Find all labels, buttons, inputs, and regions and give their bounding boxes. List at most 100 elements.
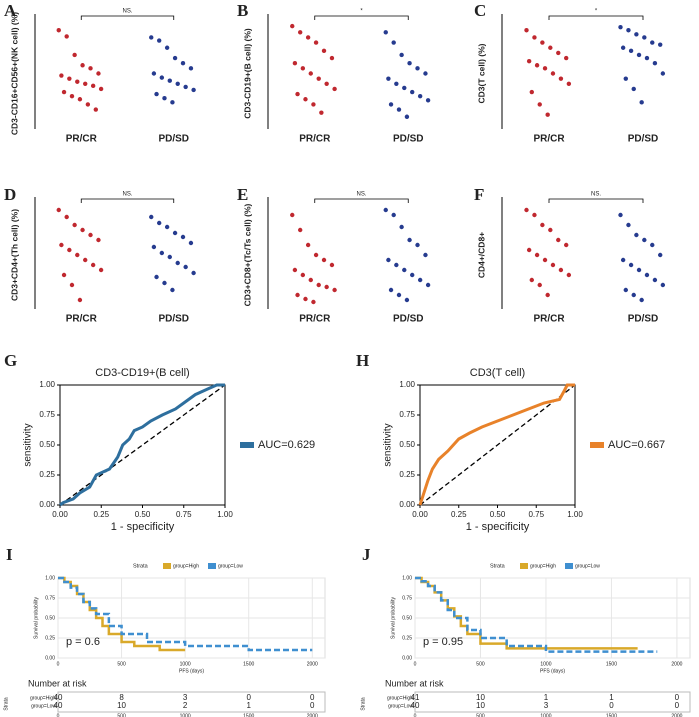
data-point bbox=[620, 257, 626, 263]
significance-bracket bbox=[548, 198, 644, 203]
x-tick-label: 500 bbox=[476, 661, 485, 667]
reference-diagonal bbox=[59, 384, 226, 506]
data-point bbox=[618, 212, 623, 218]
data-point bbox=[404, 297, 410, 303]
y-tick-label: 0.00 bbox=[402, 655, 412, 661]
data-point bbox=[660, 71, 666, 76]
roc-curve bbox=[59, 383, 225, 507]
data-point bbox=[96, 71, 101, 76]
data-point bbox=[85, 102, 91, 107]
data-point bbox=[386, 76, 391, 81]
data-point bbox=[329, 55, 335, 61]
data-point bbox=[532, 212, 537, 218]
data-point bbox=[623, 76, 628, 81]
data-point bbox=[308, 71, 313, 76]
data-point bbox=[321, 257, 327, 263]
data-point bbox=[407, 61, 412, 66]
data-point bbox=[537, 102, 542, 107]
data-point bbox=[292, 267, 298, 273]
y-axis-label: Survival probability bbox=[33, 597, 39, 639]
risk-count: 40 bbox=[411, 701, 420, 710]
data-point bbox=[388, 102, 394, 107]
risk-y-label: Strata bbox=[3, 697, 9, 711]
x-tick-label: PD/SD bbox=[393, 314, 424, 325]
data-point bbox=[650, 242, 655, 248]
legend-label: AUC=0.667 bbox=[608, 439, 665, 451]
data-point bbox=[396, 107, 402, 112]
y-tick-label: 0.75 bbox=[399, 410, 415, 419]
data-point bbox=[183, 264, 188, 270]
x-axis-label: PFS (days) bbox=[540, 668, 565, 674]
data-point bbox=[313, 40, 319, 45]
annotation: p = 0.95 bbox=[423, 636, 463, 648]
data-point bbox=[180, 61, 186, 66]
reference-diagonal bbox=[419, 384, 576, 506]
legend-title: Strata bbox=[490, 563, 506, 569]
x-tick-label: 1500 bbox=[606, 661, 617, 667]
data-point bbox=[410, 272, 415, 278]
data-point bbox=[183, 84, 188, 90]
data-point bbox=[556, 237, 561, 243]
data-point bbox=[407, 237, 412, 243]
data-point bbox=[415, 66, 420, 71]
legend-swatch bbox=[565, 563, 573, 569]
data-point bbox=[96, 237, 101, 243]
data-point bbox=[313, 252, 319, 258]
significance-label: NS. bbox=[591, 192, 601, 198]
data-point bbox=[324, 284, 329, 290]
y-tick-label: 0.00 bbox=[45, 655, 55, 661]
data-point bbox=[303, 296, 308, 302]
x-axis-label: 1 - specificity bbox=[111, 521, 175, 533]
data-point bbox=[75, 252, 80, 258]
risk-count: 0 bbox=[675, 701, 680, 710]
data-point bbox=[524, 207, 529, 213]
data-point bbox=[404, 114, 410, 119]
data-point bbox=[566, 272, 572, 278]
data-point bbox=[175, 260, 180, 266]
data-point bbox=[98, 267, 104, 273]
significance-bracket bbox=[548, 15, 644, 20]
data-point bbox=[170, 100, 175, 105]
risk-group-label: group=High bbox=[30, 695, 56, 701]
risk-x-tick-label: 2000 bbox=[307, 713, 318, 717]
panel-letter: H bbox=[356, 351, 369, 370]
data-point bbox=[383, 30, 388, 35]
data-point bbox=[618, 24, 623, 30]
y-axis-label: CD3+CD4+(Th cell) (%) bbox=[9, 209, 19, 301]
data-point bbox=[75, 79, 80, 84]
data-point bbox=[292, 61, 298, 66]
data-point bbox=[316, 282, 321, 288]
data-point bbox=[644, 55, 650, 61]
data-point bbox=[61, 272, 67, 278]
data-point bbox=[550, 71, 556, 76]
significance-label: NS. bbox=[356, 192, 366, 198]
data-point bbox=[98, 86, 104, 92]
y-tick-label: 0.75 bbox=[402, 595, 412, 601]
data-point bbox=[67, 247, 72, 253]
risk-x-tick-label: 1000 bbox=[180, 713, 191, 717]
data-point bbox=[297, 227, 303, 233]
data-point bbox=[149, 214, 154, 220]
data-point bbox=[172, 55, 178, 61]
data-point bbox=[77, 97, 83, 102]
data-point bbox=[69, 282, 75, 288]
data-point bbox=[399, 224, 404, 230]
data-point bbox=[644, 272, 650, 278]
data-point bbox=[542, 257, 548, 263]
data-point bbox=[72, 52, 77, 58]
data-point bbox=[290, 212, 295, 218]
y-tick-label: 0.75 bbox=[45, 595, 55, 601]
data-point bbox=[311, 299, 316, 305]
data-point bbox=[626, 222, 631, 228]
data-point bbox=[191, 87, 196, 93]
data-point bbox=[300, 66, 306, 71]
legend-label: group=High bbox=[173, 563, 199, 569]
risk-x-tick-label: 2000 bbox=[671, 713, 682, 717]
significance-label: NS. bbox=[122, 9, 132, 15]
y-axis-label: sensitivity bbox=[383, 423, 394, 466]
data-point bbox=[59, 242, 64, 248]
data-point bbox=[332, 86, 337, 92]
data-point bbox=[162, 96, 167, 101]
y-tick-label: 0.50 bbox=[399, 440, 415, 449]
